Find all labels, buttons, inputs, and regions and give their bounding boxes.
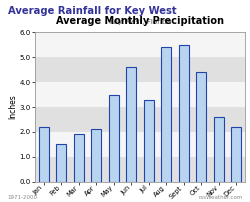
Bar: [144, 100, 154, 182]
Text: Key West, Florida: Key West, Florida: [109, 19, 171, 25]
Bar: [179, 45, 188, 182]
Text: Average Rainfall for Key West: Average Rainfall for Key West: [8, 6, 176, 16]
Bar: [56, 144, 66, 182]
Bar: [162, 47, 171, 182]
Bar: [35, 57, 245, 82]
Bar: [35, 107, 245, 132]
Y-axis label: Inches: Inches: [8, 95, 17, 119]
Bar: [74, 135, 84, 182]
Bar: [196, 72, 206, 182]
Bar: [39, 127, 48, 182]
Bar: [214, 117, 224, 182]
Bar: [35, 32, 245, 57]
Bar: [92, 129, 101, 182]
Title: Average Monthly Precipitation: Average Monthly Precipitation: [56, 16, 224, 26]
Bar: [35, 157, 245, 182]
Bar: [35, 82, 245, 107]
Bar: [109, 95, 118, 182]
Text: 1971-2000: 1971-2000: [8, 195, 38, 200]
Bar: [232, 127, 241, 182]
Bar: [35, 132, 245, 157]
Text: rssWeather.com: rssWeather.com: [198, 195, 242, 200]
Bar: [126, 67, 136, 182]
